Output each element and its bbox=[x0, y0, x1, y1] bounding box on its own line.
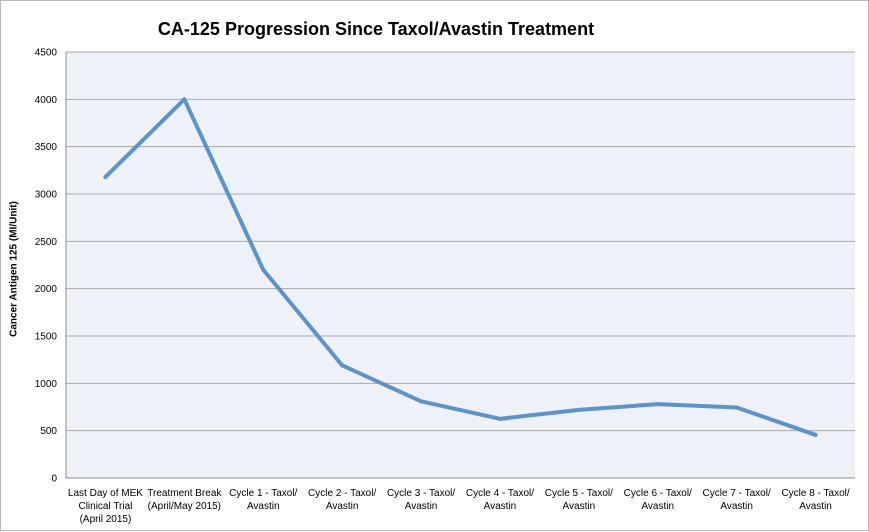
y-tick-label: 3500 bbox=[35, 142, 58, 153]
y-tick-label: 4000 bbox=[35, 95, 58, 106]
data-point bbox=[340, 363, 345, 368]
y-tick-label: 1000 bbox=[35, 379, 58, 390]
y-tick-label: 2000 bbox=[35, 284, 58, 295]
data-point bbox=[419, 399, 424, 404]
x-tick-label: Cycle 2 - Taxol/Avastin bbox=[308, 488, 376, 512]
x-tick-label: Cycle 8 - Taxol/Avastin bbox=[781, 488, 849, 512]
data-point bbox=[497, 416, 502, 421]
y-tick-label: 4500 bbox=[35, 48, 58, 59]
plot-background bbox=[66, 52, 855, 478]
data-point bbox=[103, 174, 108, 179]
y-tick-label: 0 bbox=[51, 474, 57, 485]
data-point bbox=[813, 432, 818, 437]
y-tick-label: 2500 bbox=[35, 237, 58, 248]
data-point bbox=[655, 402, 660, 407]
x-tick-label: Cycle 3 - Taxol/Avastin bbox=[387, 488, 455, 512]
x-tick-label: Cycle 5 - Taxol/Avastin bbox=[545, 488, 613, 512]
series-line bbox=[103, 97, 818, 437]
data-point bbox=[576, 407, 581, 412]
data-point bbox=[734, 405, 739, 410]
x-tick-label: Cycle 4 - Taxol/Avastin bbox=[466, 488, 534, 512]
data-point bbox=[182, 97, 187, 102]
x-tick-label: Last Day of MEK Clinical Trial (April 2015… bbox=[68, 488, 143, 525]
x-tick-label: Treatment Break (April/May 2015) bbox=[147, 488, 222, 512]
x-tick-label: Cycle 6 - Taxol/Avastin bbox=[624, 488, 692, 512]
chart-title: CA-125 Progression Since Taxol/Avastin T… bbox=[157, 19, 595, 39]
y-tick-label: 500 bbox=[40, 426, 57, 437]
y-tick-label: 1500 bbox=[35, 332, 58, 343]
x-tick-label: Cycle 7 - Taxol/Avastin bbox=[703, 488, 771, 512]
data-point bbox=[261, 267, 266, 272]
x-tick-label: Cycle 1 - Taxol/Avastin bbox=[229, 488, 297, 512]
y-tick-label: 3000 bbox=[35, 190, 58, 201]
